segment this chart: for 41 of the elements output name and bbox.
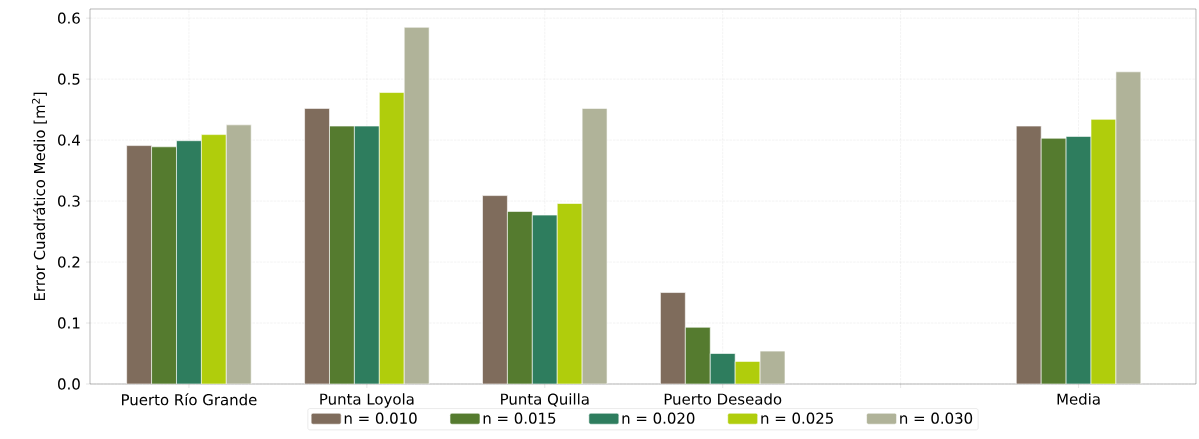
bar [151,146,177,384]
legend-label: n = 0.010 [344,412,417,424]
y-axis-title: Error Cuadrático Medio [m$^{2}$] [31,92,47,301]
bar [176,140,202,384]
y-tick-label: 0.0 [58,378,80,390]
bar [1090,119,1117,384]
y-tick-label: 0.2 [58,256,80,268]
x-tick-label: Media [1057,393,1100,405]
y-tick-label: 0.4 [58,134,80,146]
x-tick-label: Puerto Río Grande [122,393,257,406]
y-tick-label: 0.6 [58,12,80,24]
y-tick-label: 0.5 [58,73,80,85]
bar [126,145,152,384]
bar [354,125,380,384]
bar [403,26,430,384]
x-tick-label: Punta Quilla [501,393,589,407]
bar [532,214,558,384]
legend-label: n = 0.025 [761,412,833,424]
bar [482,195,508,384]
bar [685,326,711,384]
bar [507,211,533,384]
bar [201,134,227,384]
legend-label: n = 0.015 [483,412,556,424]
bar [329,125,355,384]
legend-label: n = 0.020 [622,412,695,424]
bar [1065,136,1092,384]
x-tick-label: Puerto Deseado [664,393,782,405]
bar [709,353,736,384]
bar [556,203,583,384]
bar [1040,137,1067,384]
bar [304,108,330,384]
bar [225,124,252,384]
bar [379,92,405,384]
x-tick-label: Punta Loyola [320,393,414,408]
legend-label: n = 0.030 [900,412,973,424]
bar [1015,125,1042,384]
bar [581,108,608,384]
y-tick-label: 0.3 [58,195,80,207]
bar [1115,71,1142,384]
y-tick-label: 0.1 [58,317,80,329]
bar [660,292,686,384]
